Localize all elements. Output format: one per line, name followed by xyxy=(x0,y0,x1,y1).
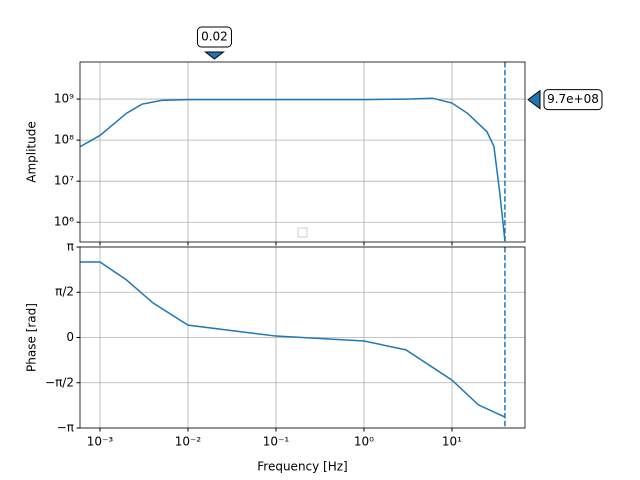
y-tick-label: 0 xyxy=(66,330,74,344)
x-tick-label: 10⁻³ xyxy=(87,435,114,449)
y-tick-label: 10⁸ xyxy=(54,133,74,147)
x-tick-label: 10⁻¹ xyxy=(263,435,290,449)
y-tick-label: −π xyxy=(57,421,74,435)
x-tick-label: 10⁻² xyxy=(175,435,202,449)
empty-legend xyxy=(297,227,308,238)
axes-frame xyxy=(79,61,526,243)
y-axis-label: Amplitude xyxy=(25,121,39,183)
y-tick-label: 10⁹ xyxy=(54,92,74,106)
y-cursor-marker xyxy=(527,89,541,110)
y-tick-label: π/2 xyxy=(55,285,74,299)
x-cursor-label: 0.02 xyxy=(201,30,228,44)
y-tick-label: π xyxy=(67,240,74,254)
y-cursor-label: 9.7e+08 xyxy=(547,92,599,106)
y-tick-label: −π/2 xyxy=(45,375,74,389)
x-cursor-marker xyxy=(204,51,225,60)
data-line xyxy=(80,97,506,242)
y-axis-label: Phase [rad] xyxy=(25,303,39,372)
y-tick-label: 10⁷ xyxy=(54,174,74,188)
data-line xyxy=(80,261,506,418)
x-axis-label: Frequency [Hz] xyxy=(257,460,348,474)
x-tick-label: 10¹ xyxy=(442,435,462,449)
axes-frame xyxy=(79,246,526,429)
y-cursor-box xyxy=(543,89,603,111)
x-tick-label: 10⁰ xyxy=(354,435,374,449)
x-cursor-box xyxy=(196,26,232,48)
y-tick-label: 10⁶ xyxy=(54,215,74,229)
